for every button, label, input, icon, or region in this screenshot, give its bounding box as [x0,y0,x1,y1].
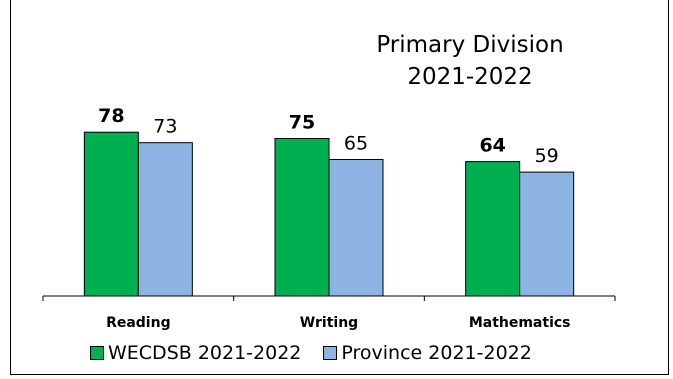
chart-title: Primary Division [376,32,564,58]
legend: WECDSB 2021-2022 Province 2021-2022 [90,340,554,366]
legend-swatch-wecdsb [90,346,104,360]
data-label-wecdsb-mathematics: 64 [479,135,505,157]
legend-item-wecdsb: WECDSB 2021-2022 [90,342,301,364]
data-label-province-reading: 73 [153,116,177,138]
data-label-wecdsb-reading: 78 [98,105,124,127]
bar-wecdsb-reading [83,131,139,297]
chart-subtitle: 2021-2022 [407,64,533,90]
legend-item-province: Province 2021-2022 [323,342,532,364]
legend-swatch-province [323,346,338,360]
bar-wecdsb-writing [274,138,330,297]
bar-province-mathematics [519,171,575,297]
x-tick-label-writing: Writing [300,315,358,331]
bar-province-writing [328,159,384,297]
x-tick-label-mathematics: Mathematics [469,315,571,331]
legend-label-province: Province 2021-2022 [341,342,532,364]
x-tick-label-reading: Reading [106,315,171,331]
bar-wecdsb-mathematics [465,161,521,297]
data-label-province-mathematics: 59 [535,145,559,167]
data-label-province-writing: 65 [344,133,368,155]
legend-label-wecdsb: WECDSB 2021-2022 [108,342,302,364]
data-label-wecdsb-writing: 75 [289,112,315,134]
bar-province-reading [137,142,193,297]
